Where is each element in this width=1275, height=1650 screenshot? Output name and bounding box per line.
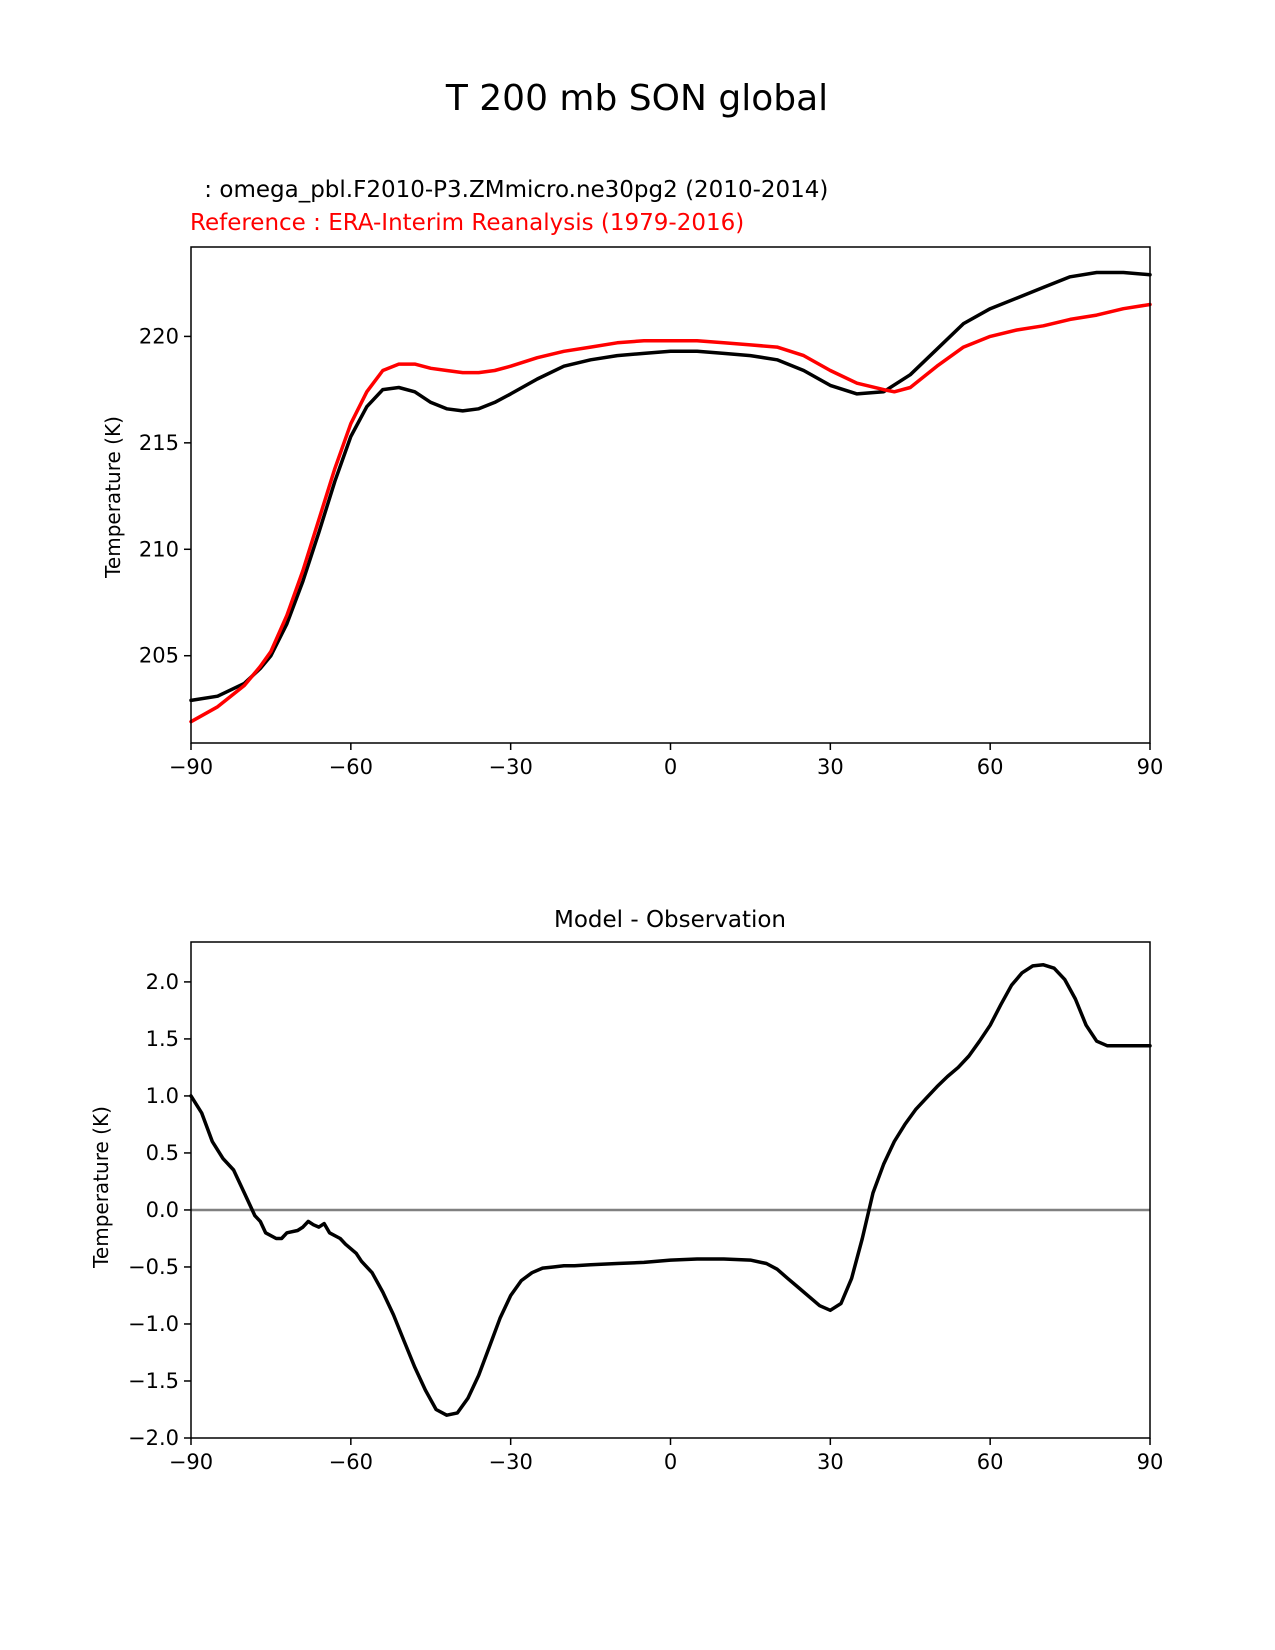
top-xtick-label: −60 [329, 755, 373, 779]
bottom-ytick-label: −1.0 [128, 1312, 179, 1336]
bottom-ylabel: Temperature (K) [89, 1106, 113, 1269]
top-plot-area: −90 −60 −30 0 30 60 90 205 210 215 220 [139, 270, 1164, 779]
bottom-plot-area: −90 −60 −30 0 30 60 90 −2.0 −1.5 −1.0 −0.5 0.0 0.5 1.… [128, 963, 1164, 1474]
bottom-ytick-label: 1.5 [146, 1027, 179, 1051]
bottom-xtick-label: 90 [1137, 1450, 1164, 1474]
reference-label: Reference : ERA-Interim Reanalysis (1979… [190, 210, 744, 236]
bottom-xtick-label: 0 [664, 1450, 677, 1474]
bottom-ytick-label: 0.5 [146, 1141, 179, 1165]
bottom-xtick-label: −60 [329, 1450, 373, 1474]
top-xtick-label: 30 [817, 755, 844, 779]
top-ytick-label: 210 [139, 537, 179, 561]
bottom-xtick-label: 30 [817, 1450, 844, 1474]
top-ytick-label: 215 [139, 431, 179, 455]
top-xtick-label: −30 [489, 755, 533, 779]
bottom-xtick-label: −30 [489, 1450, 533, 1474]
top-series-line-0 [189, 270, 1152, 703]
top-axes-frame [190, 246, 1151, 744]
bottom-ytick-label: 1.0 [146, 1084, 179, 1108]
bottom-xtick-label: 60 [977, 1450, 1004, 1474]
figure-title: T 200 mb SON global [445, 78, 828, 119]
test-label: : omega_pbl.F2010-P3.ZMmicro.ne30pg2 (20… [197, 177, 828, 203]
bottom-panel: Model - Observation Temperature (K) −90−… [89, 907, 1163, 1474]
bottom-ytick-label: −0.5 [128, 1255, 179, 1279]
top-panel: : omega_pbl.F2010-P3.ZMmicro.ne30pg2 (20… [101, 177, 1163, 779]
bottom-ytick-label: 0.0 [146, 1198, 179, 1222]
bottom-ytick-label: −2.0 [128, 1426, 179, 1450]
bottom-ytick-label: −1.5 [128, 1369, 179, 1393]
bottom-title: Model - Observation [554, 907, 786, 933]
bottom-series-line-0 [189, 963, 1152, 1417]
top-xtick-label: 90 [1137, 755, 1164, 779]
bottom-ytick-label: 2.0 [146, 970, 179, 994]
top-ytick-label: 205 [139, 644, 179, 668]
top-xtick-label: 0 [664, 755, 677, 779]
top-xtick-label: −90 [169, 755, 213, 779]
top-ytick-label: 220 [139, 324, 179, 348]
top-xtick-label: 60 [977, 755, 1004, 779]
top-series-line-1 [189, 302, 1152, 724]
bottom-xtick-label: −90 [169, 1450, 213, 1474]
top-ylabel: Temperature (K) [101, 416, 125, 579]
bottom-axes-frame [190, 941, 1151, 1439]
